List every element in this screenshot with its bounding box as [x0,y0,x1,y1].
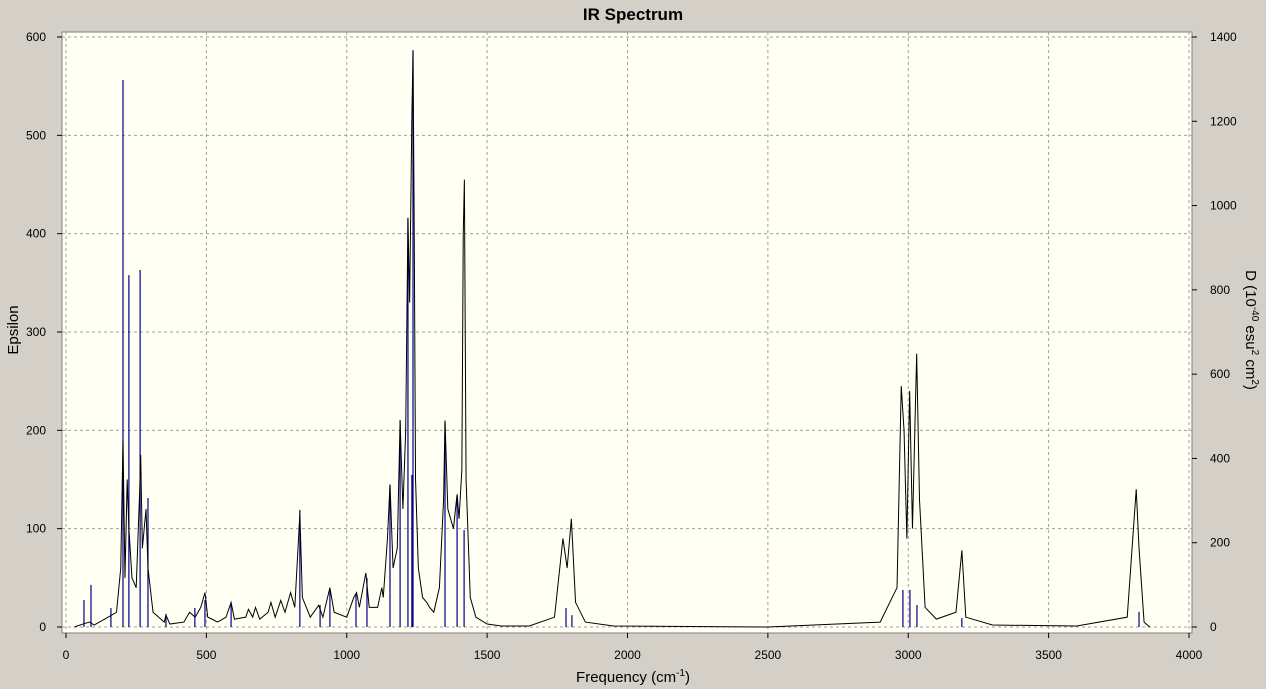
y2-tick-label: 600 [1210,367,1230,381]
spectrum-line [74,51,1151,628]
x-tick-label: 1500 [474,648,501,662]
y2-label-sup: -40 [1249,307,1260,322]
y-tick-label: 100 [26,522,46,536]
y2-tick-label: 1000 [1210,199,1237,213]
x-label-part: ) [685,669,690,686]
y-tick-label: 200 [26,423,46,437]
y-tick-label: 500 [26,128,46,142]
y2-tick-label: 1200 [1210,114,1237,128]
y2-tick-label: 200 [1210,536,1230,550]
y2-label-sup: 2 [1249,350,1260,356]
y2-axis-label: D (10-40 esu2 cm2) [1242,270,1260,390]
y2-label-part: D (10 [1242,270,1259,307]
x-tick-label: 500 [196,648,216,662]
y2-tick-label: 1400 [1210,30,1237,44]
y-tick-label: 0 [39,620,46,634]
y-tick-label: 400 [26,227,46,241]
y2-label-part: ) [1242,385,1259,390]
y-axis-label: Epsilon [5,305,22,354]
x-tick-label: 2500 [755,648,782,662]
x-tick-label: 4000 [1176,648,1203,662]
x-tick-label: 3000 [895,648,922,662]
y-tick-label: 600 [26,30,46,44]
y2-label-sup: 2 [1249,379,1260,385]
x-tick-label: 3500 [1035,648,1062,662]
chart-title: IR Spectrum [583,5,683,24]
y2-label-part: esu [1242,321,1259,349]
y-tick-label: 300 [26,325,46,339]
x-tick-label: 0 [63,648,70,662]
x-axis-label: Frequency (cm-1) [576,668,690,686]
y2-tick-label: 800 [1210,283,1230,297]
y2-tick-label: 400 [1210,451,1230,465]
x-label-sup: -1 [676,668,685,679]
y2-label-part: cm [1242,355,1259,379]
x-tick-label: 2000 [614,648,641,662]
y2-tick-label: 0 [1210,620,1217,634]
x-tick-label: 1000 [333,648,360,662]
x-label-part: Frequency (cm [576,669,676,686]
